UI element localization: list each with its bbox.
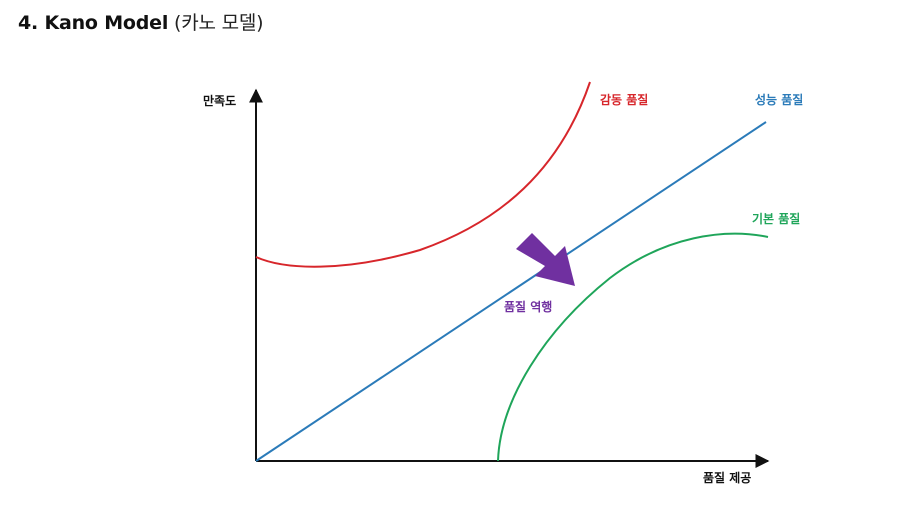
performance-line bbox=[255, 121, 767, 462]
title-sub: (카노 모델) bbox=[174, 12, 264, 34]
reverse-label: 품질 역행 bbox=[504, 299, 552, 314]
must-be-curve bbox=[497, 232, 769, 462]
x-axis-label: 품질 제공 bbox=[703, 471, 751, 485]
attractive-curve bbox=[255, 81, 591, 268]
y-axis-label: 만족도 bbox=[203, 93, 236, 108]
attractive-label: 감동 품질 bbox=[600, 92, 648, 107]
title-main: 4. Kano Model bbox=[18, 12, 169, 34]
page-title: 4. Kano Model (카노 모델) bbox=[18, 8, 264, 35]
reverse-arrow bbox=[516, 233, 575, 286]
must-be-label: 기본 품질 bbox=[752, 211, 800, 226]
performance-label: 성능 품질 bbox=[755, 93, 803, 107]
